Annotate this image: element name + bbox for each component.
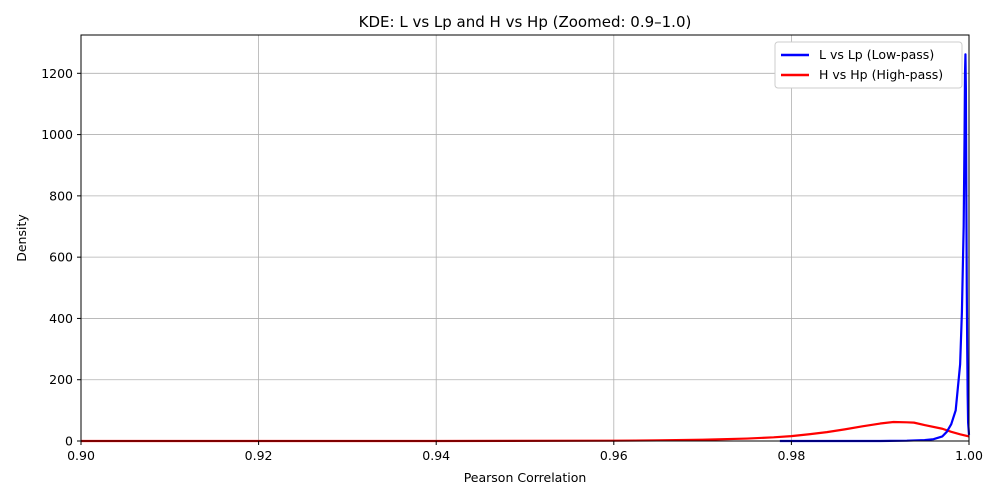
y-tick-label: 600 (49, 250, 73, 265)
y-tick-label: 800 (49, 188, 73, 203)
y-tick-label: 0 (65, 434, 73, 449)
x-tick-label: 0.92 (245, 448, 273, 463)
chart-title: KDE: L vs Lp and H vs Hp (Zoomed: 0.9–1.… (359, 13, 692, 31)
grid-layer (80, 35, 970, 442)
x-axis-label: Pearson Correlation (464, 470, 587, 485)
series-line-high-pass (81, 420, 970, 443)
x-tick-label: 0.90 (67, 448, 95, 463)
series-layer (81, 53, 971, 443)
y-tick-label: 1200 (41, 66, 73, 81)
x-tick-label: 0.98 (777, 448, 805, 463)
x-tick-label: 0.96 (600, 448, 628, 463)
y-tick-label: 1000 (41, 127, 73, 142)
ticks-layer: 0.90 0.92 0.94 0.96 0.98 1.00 0 200 400 600 800 100… (41, 66, 983, 463)
legend: L vs Lp (Low-pass) H vs Hp (High-pass) (774, 41, 963, 89)
plot-frame (80, 34, 970, 442)
legend-label-low-pass: L vs Lp (Low-pass) (819, 47, 934, 62)
y-tick-label: 400 (49, 311, 73, 326)
legend-box (774, 41, 963, 89)
x-tick-label: 0.94 (422, 448, 450, 463)
y-axis-label: Density (14, 214, 29, 262)
x-tick-label: 1.00 (955, 448, 983, 463)
y-tick-label: 200 (49, 372, 73, 387)
series-line-low-pass (779, 53, 971, 443)
legend-label-high-pass: H vs Hp (High-pass) (819, 67, 943, 82)
